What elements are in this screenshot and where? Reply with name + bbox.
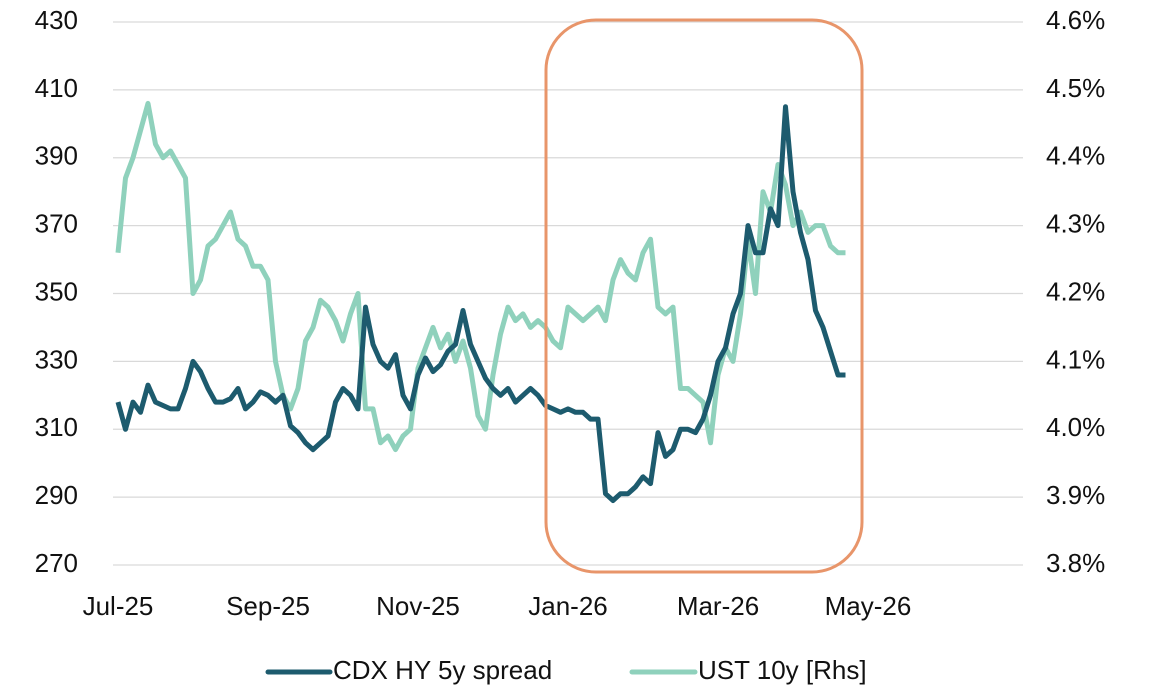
x-tick-label: Nov-25 [376,591,460,621]
y-tick-label: 410 [35,73,78,103]
x-tick-label: Mar-26 [677,591,759,621]
legend-label: UST 10y [Rhs] [698,655,867,685]
y2-tick-label: 3.9% [1046,480,1105,510]
y2-tick-label: 4.3% [1046,209,1105,239]
series-line [115,104,846,503]
y-tick-label: 310 [35,412,78,442]
y-tick-label: 270 [35,548,78,578]
y2-tick-label: 4.6% [1046,5,1105,35]
y2-tick-label: 4.2% [1046,276,1105,306]
y-tick-label: 430 [35,5,78,35]
y2-tick-label: 4.0% [1046,412,1105,442]
y-tick-label: 390 [35,141,78,171]
y-tick-label: 290 [35,480,78,510]
x-tick-label: May-26 [825,591,912,621]
y-tick-label: 350 [35,276,78,306]
legend-label: CDX HY 5y spread [333,655,552,685]
x-tick-label: Jul-25 [83,591,154,621]
y-tick-label: 330 [35,344,78,374]
x-tick-label: Sep-25 [226,591,310,621]
y2-tick-label: 4.4% [1046,141,1105,171]
y2-tick-label: 4.1% [1046,344,1105,374]
y2-tick-label: 3.8% [1046,548,1105,578]
y-tick-label: 370 [35,209,78,239]
x-tick-label: Jan-26 [528,591,608,621]
y2-tick-label: 4.5% [1046,73,1105,103]
highlight-box [544,18,864,574]
